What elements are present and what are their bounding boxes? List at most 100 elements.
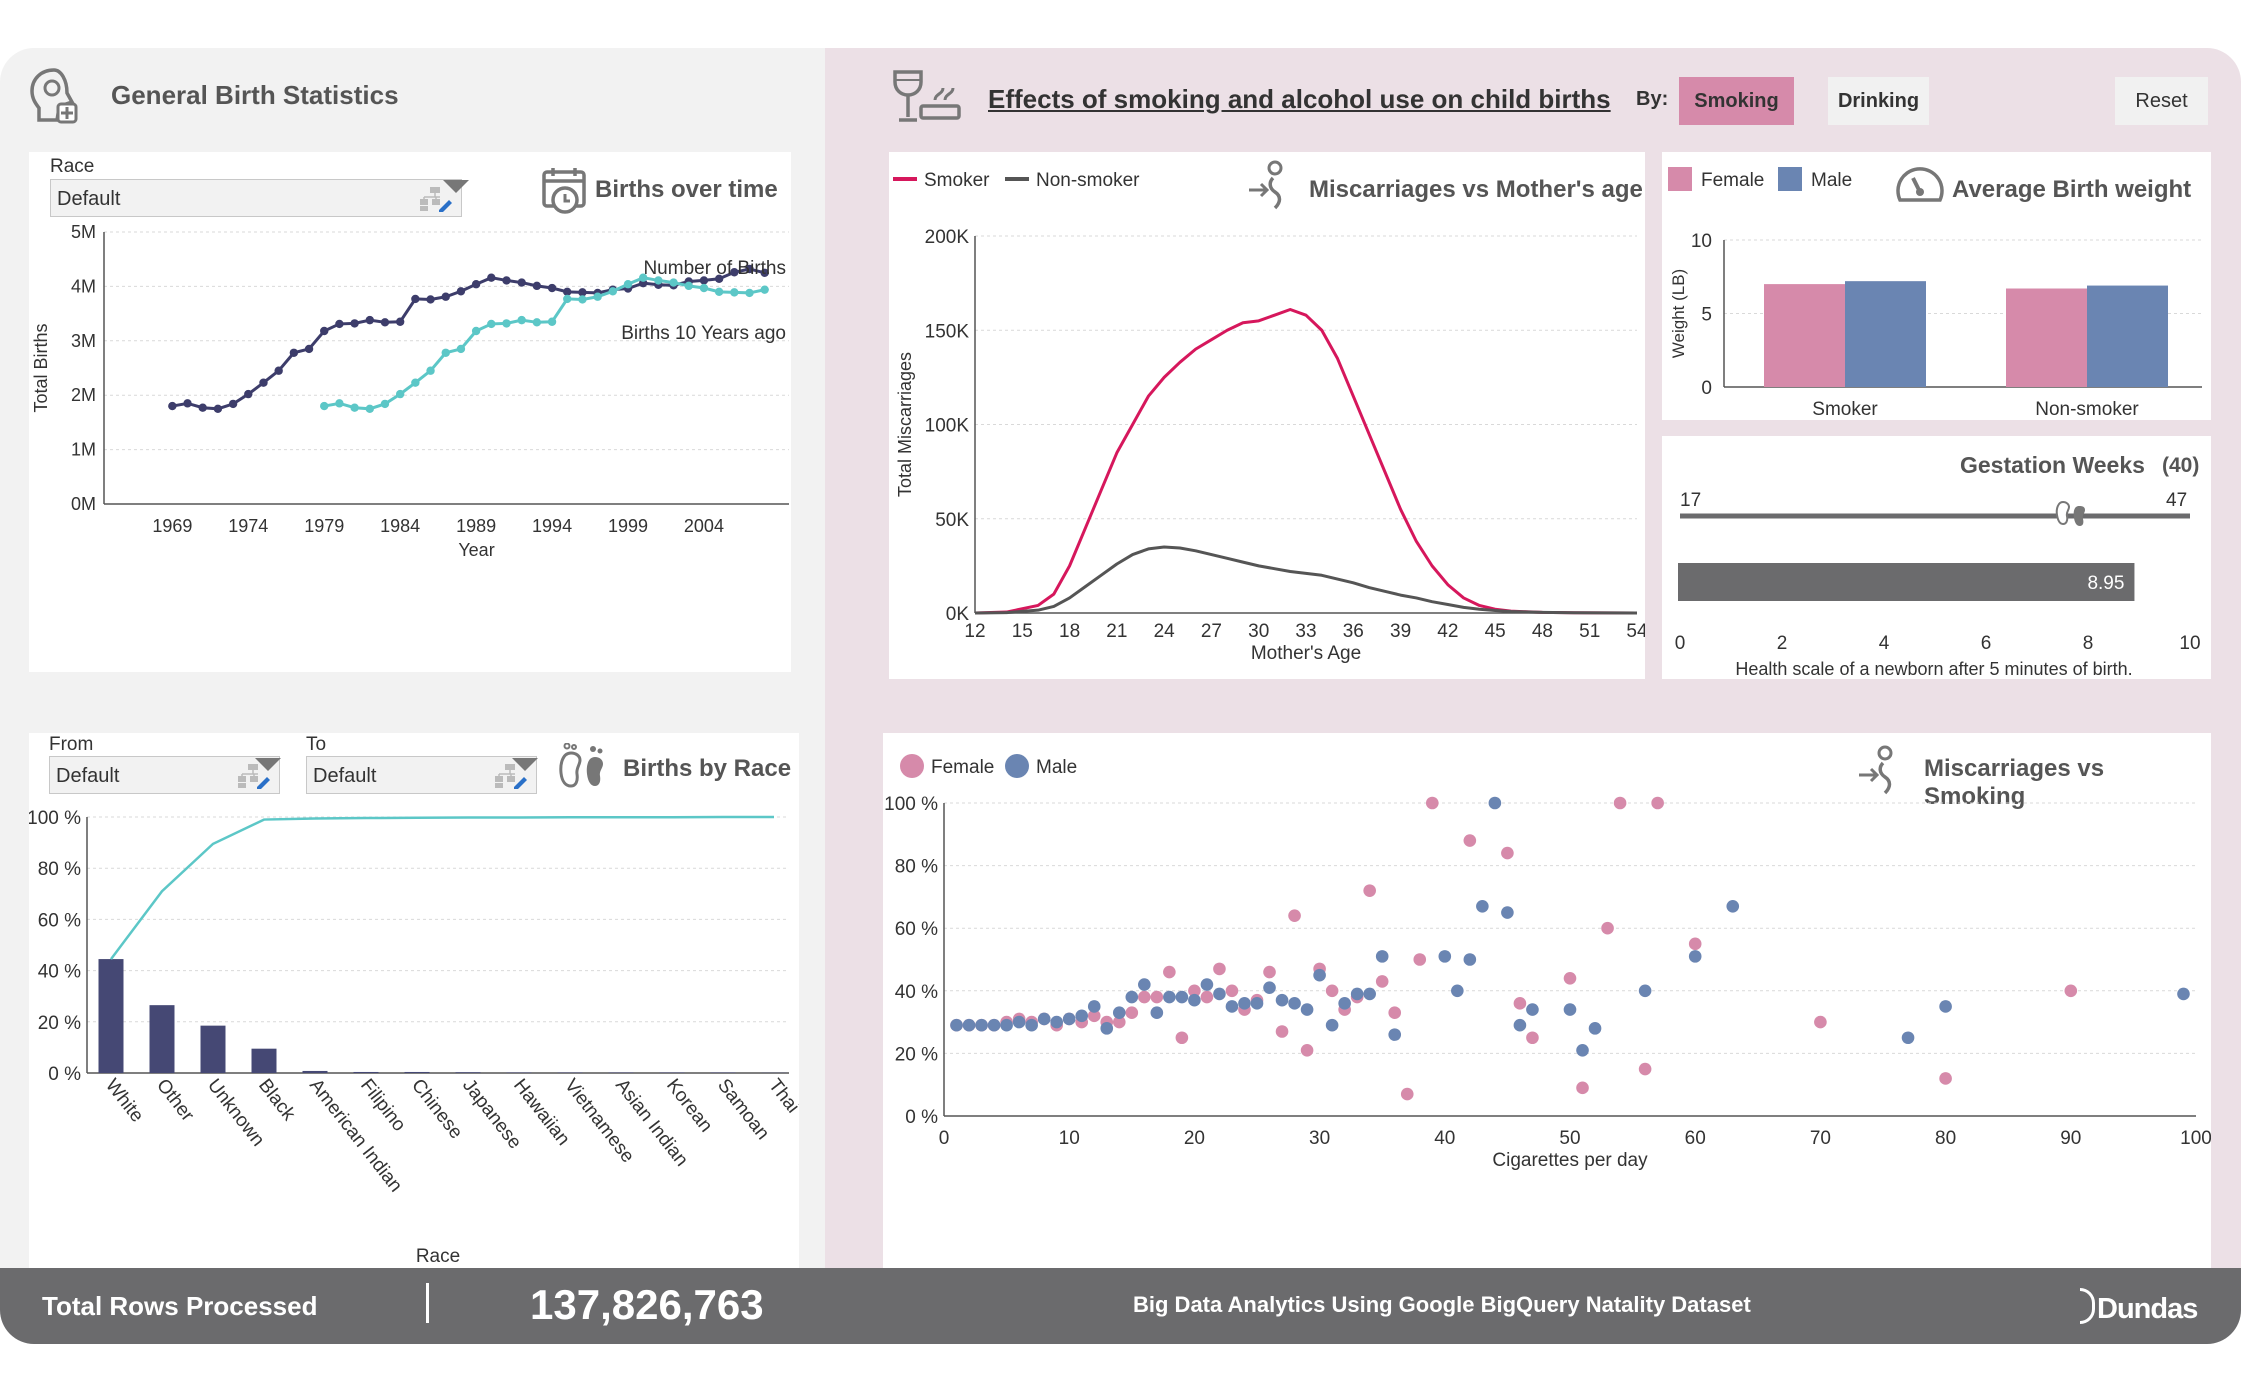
data-point [441, 348, 450, 357]
footprint-left [2055, 500, 2071, 526]
x-tick-label: 6 [1981, 633, 1992, 654]
race-dropdown[interactable]: Default [50, 179, 462, 217]
data-point [684, 281, 693, 291]
bar-japanese [455, 1072, 481, 1073]
scatter-point-female [1263, 965, 1276, 979]
scatter-point-male [1939, 1000, 1952, 1013]
x-tick-label: Smoker [1812, 399, 1878, 420]
from-dropdown[interactable]: Default [49, 756, 280, 794]
health-scale-bar [1678, 563, 2135, 601]
dundas-logo: Dundas [2080, 1288, 2198, 1326]
scatter-point-male [1576, 1043, 1589, 1057]
bar-non-smoker-male [2087, 285, 2168, 387]
scatter-point-male [1488, 796, 1502, 810]
to-dropdown-arrow[interactable] [512, 758, 538, 771]
x-tick-label: 1989 [456, 516, 496, 536]
x-tick-label: 51 [1579, 621, 1600, 642]
x-tick-label: 70 [1810, 1128, 1831, 1149]
miscarriages-smoking-title: Miscarriages vs Smoking [1924, 755, 2105, 810]
data-point [517, 278, 526, 287]
from-dropdown-arrow[interactable] [255, 758, 281, 771]
drinking-button[interactable]: Drinking [1828, 77, 1929, 125]
health-scale-bar-label: 8.95 [2087, 573, 2124, 594]
smoking-button[interactable]: Smoking [1679, 77, 1794, 125]
bar-korean [659, 1072, 685, 1073]
x-tick-label: Korean [662, 1075, 716, 1136]
miscarriage-icon [1859, 745, 1893, 795]
gestation-chart[interactable]: 8.95 0 2 4 6 8 10 Health scale of a newborn aft… [1662, 436, 2211, 679]
data-point [350, 403, 359, 412]
series-line-number-of-births [172, 267, 766, 411]
miscarriages-smoking-card: Female Male Miscarriages vs Smoking 0 % 20… [883, 733, 2211, 1268]
data-point [730, 288, 739, 297]
gauge-icon [1896, 167, 1944, 202]
x-tick-label: 39 [1390, 621, 1411, 642]
y-tick-label: 2M [71, 385, 96, 405]
x-axis-title: Race [416, 1246, 460, 1267]
x-tick-label: 54 [1626, 621, 1645, 642]
y-tick-label: 5M [71, 222, 96, 242]
scatter-point-male [962, 1018, 976, 1032]
scatter-point-female [1363, 884, 1376, 897]
x-tick-label: 1979 [304, 516, 344, 536]
series-line-non-smoker [974, 545, 1638, 615]
x-tick-label: 36 [1343, 621, 1364, 642]
data-point [547, 317, 557, 326]
data-point [274, 366, 283, 375]
brand-text: Dundas [2097, 1293, 2198, 1325]
scatter-point-male [1688, 950, 1702, 963]
scatter-point-female [1188, 984, 1201, 998]
miscarriages-smoking-legend: Female Male [900, 754, 1077, 778]
y-tick-label: 60 % [895, 919, 938, 940]
x-tick-label: White [101, 1075, 147, 1126]
x-tick-label: 45 [1485, 621, 1506, 642]
scatter-point-female [1163, 965, 1176, 979]
to-dropdown[interactable]: Default [306, 756, 537, 794]
legend-label-female: Female [931, 757, 994, 778]
x-tick-label: Black [254, 1075, 299, 1125]
race-dropdown-arrow[interactable] [443, 180, 469, 193]
data-point [502, 319, 511, 328]
x-axis-title: Cigarettes per day [1492, 1150, 1648, 1171]
data-point [304, 344, 314, 354]
legend-label-male: Male [1811, 170, 1852, 191]
scatter-point-male [1476, 899, 1489, 913]
hierarchy-edit-icon [420, 187, 452, 212]
y-tick-label: 0K [946, 604, 970, 625]
data-point [593, 292, 602, 301]
data-point [198, 403, 207, 412]
footprint-slider-handle-icon[interactable] [2055, 500, 2085, 526]
legend-swatch-male [1778, 167, 1802, 191]
bar-vietnamese [557, 1072, 583, 1073]
data-point [289, 348, 299, 357]
legend-label-smoker: Smoker [924, 170, 990, 191]
x-tick-label: 12 [964, 621, 985, 642]
series-line-smoker [974, 308, 1638, 615]
hierarchy-edit-icon [495, 764, 527, 789]
scatter-point-female [1375, 975, 1389, 988]
scatter-point-female [1463, 834, 1477, 847]
bar-non-smoker-female [2006, 288, 2087, 387]
x-tick-label: 21 [1106, 621, 1127, 642]
miscarriages-age-title: Miscarriages vs Mother's age [1309, 176, 1643, 203]
data-point [638, 273, 648, 282]
scatter-point-female [1200, 990, 1214, 1004]
data-point [441, 292, 450, 301]
data-point [244, 389, 253, 399]
footer-bar: Total Rows Processed 137,826,763 Big Dat… [0, 1268, 2241, 1344]
x-axis-title: Mother's Age [1251, 643, 1361, 664]
data-point [320, 326, 329, 336]
x-tick-label: Thai [764, 1075, 799, 1117]
data-point [471, 326, 481, 336]
scatter-point-female [1112, 1015, 1126, 1029]
x-axis-title: Health scale of a newborn after 5 minute… [1735, 659, 2132, 679]
data-point [517, 315, 526, 325]
footer-caption: Big Data Analytics Using Google BigQuery… [1133, 1292, 1751, 1317]
scatter-point-female [1175, 1031, 1189, 1045]
bar-smoker-male [1845, 281, 1926, 387]
reset-button[interactable]: Reset [2115, 77, 2208, 125]
bar-samoan [710, 1072, 736, 1073]
slider-max-label: 47 [2166, 490, 2188, 511]
miscarriages-age-legend: Smoker Non-smoker [893, 170, 1140, 191]
scatter-point-male [1062, 1012, 1076, 1026]
